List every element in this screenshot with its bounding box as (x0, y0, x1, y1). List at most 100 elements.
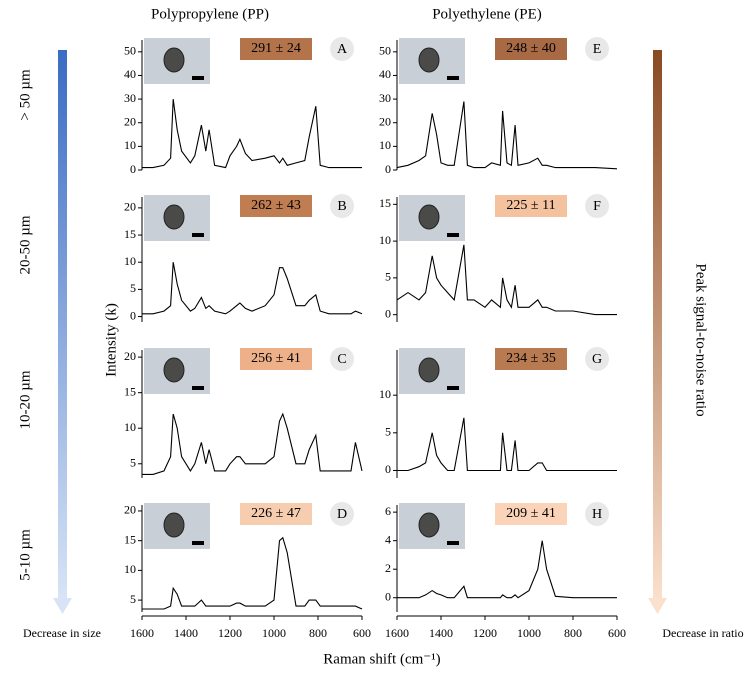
spectrum (142, 536, 363, 610)
spectrum (142, 262, 363, 315)
row-label: 5-10 µm (17, 529, 33, 581)
y-tick-label: 50 (379, 44, 391, 58)
y-tick-label: 40 (124, 67, 136, 81)
particle (418, 204, 440, 230)
particle (163, 204, 185, 230)
x-tick-label: 600 (353, 626, 371, 640)
y-tick-label: 5 (130, 281, 136, 295)
ratio-label: 226 ± 47 (251, 506, 301, 521)
y-tick-label: 2 (385, 561, 391, 575)
panel-letter: G (592, 352, 602, 367)
panel-badge (330, 502, 354, 526)
y-tick-label: 10 (124, 420, 136, 434)
ratio-arrow (653, 50, 662, 600)
y-tick-label: 5 (130, 592, 136, 606)
scale-bar (447, 233, 459, 237)
column-title: Polypropylene (PP) (151, 6, 269, 22)
panel-badge (330, 347, 354, 371)
y-tick-label: 10 (379, 233, 391, 247)
ratio-label: 225 ± 11 (506, 198, 555, 213)
particle (418, 357, 440, 383)
y-tick-label: 30 (124, 91, 136, 105)
panel-badge (585, 502, 609, 526)
x-tick-label: 1400 (174, 626, 198, 640)
ratio-badge (495, 38, 567, 60)
particle (163, 512, 185, 538)
y-tick-label: 0 (130, 308, 136, 322)
y-tick-label: 20 (124, 200, 136, 214)
panel-letter: B (337, 199, 346, 214)
spectrum (396, 244, 617, 316)
row-label: 10-20 µm (17, 370, 33, 429)
particle (418, 512, 440, 538)
ratio-label: 262 ± 43 (251, 198, 301, 213)
row-label: 20-50 µm (17, 215, 33, 274)
scale-bar (192, 541, 204, 545)
scale-bar (447, 386, 459, 390)
panel-letter: E (593, 42, 602, 57)
y-tick-label: 10 (379, 138, 391, 152)
y-tick-label: 10 (124, 254, 136, 268)
particle (163, 47, 185, 73)
y-tick-label: 5 (385, 270, 391, 284)
right-axis-label: Peak signal-to-noise ratio (693, 263, 709, 416)
scale-bar (447, 76, 459, 80)
ratio-arrow-head (648, 598, 667, 614)
particle (163, 357, 185, 383)
x-tick-label: 1600 (130, 626, 154, 640)
y-tick-label: 20 (124, 114, 136, 128)
scale-bar (447, 541, 459, 545)
size-arrow (58, 50, 67, 600)
x-tick-label: 800 (309, 626, 327, 640)
y-tick-label: 15 (124, 532, 136, 546)
ratio-label: 248 ± 40 (506, 41, 556, 56)
ratio-badge (495, 503, 567, 525)
arrow-label: Decrease in size (23, 626, 101, 640)
y-tick-label: 10 (124, 138, 136, 152)
y-tick-label: 30 (379, 91, 391, 105)
ratio-label: 256 ± 41 (251, 351, 301, 366)
ratio-badge (495, 195, 567, 217)
row-label: > 50 µm (17, 69, 33, 121)
y-tick-label: 4 (385, 532, 391, 546)
y-tick-label: 5 (385, 425, 391, 439)
scale-bar (192, 386, 204, 390)
panel-letter: H (592, 507, 602, 522)
spectrum (142, 412, 363, 475)
spectrum (397, 540, 617, 599)
spectrum (396, 101, 618, 170)
y-axis-label: Intensity (k) (103, 303, 119, 377)
x-axis-label: Raman shift (cm⁻¹) (323, 651, 440, 667)
y-tick-label: 10 (124, 562, 136, 576)
ratio-badge (240, 503, 312, 525)
panel-badge (330, 194, 354, 218)
size-arrow-head (53, 598, 72, 614)
panel-badge (585, 37, 609, 61)
scale-bar (192, 76, 204, 80)
scale-bar (192, 233, 204, 237)
y-tick-label: 20 (124, 503, 136, 517)
x-tick-label: 1400 (429, 626, 453, 640)
spectrum (397, 417, 617, 472)
x-tick-label: 800 (564, 626, 582, 640)
x-tick-label: 1000 (262, 626, 286, 640)
column-title: Polyethylene (PE) (432, 6, 542, 22)
panel-badge (585, 347, 609, 371)
x-tick-label: 600 (608, 626, 626, 640)
ratio-badge (240, 38, 312, 60)
y-tick-label: 5 (130, 456, 136, 470)
ratio-badge (240, 348, 312, 370)
y-tick-label: 50 (124, 44, 136, 58)
ratio-badge (495, 348, 567, 370)
y-tick-label: 40 (379, 67, 391, 81)
y-tick-label: 15 (124, 227, 136, 241)
ratio-label: 291 ± 24 (251, 41, 301, 56)
panel-badge (585, 194, 609, 218)
panel-letter: C (337, 352, 346, 367)
y-tick-label: 0 (385, 462, 391, 476)
panel-letter: A (337, 42, 348, 57)
particle (418, 47, 440, 73)
y-tick-label: 0 (385, 162, 391, 176)
arrow-label: Decrease in ratio (662, 626, 743, 640)
